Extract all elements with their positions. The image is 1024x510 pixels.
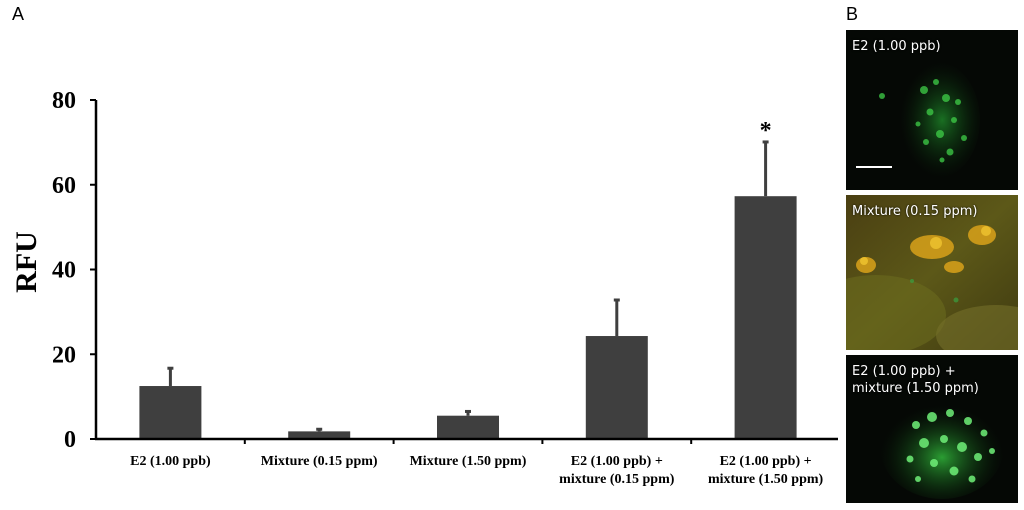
- x-tick-label: E2 (1.00 ppb): [130, 454, 211, 469]
- x-tick-label: E2 (1.00 ppb) + mixture (0.15 ppm): [559, 454, 675, 487]
- y-tick-label: 80: [52, 88, 76, 114]
- x-tick-label: Mixture (0.15 ppm): [261, 454, 378, 469]
- panel-a-letter: A: [12, 4, 25, 24]
- micrograph-e2-mixture-150-label: E2 (1.00 ppb) + mixture (1.50 ppm): [852, 364, 979, 396]
- x-tick-label: Mixture (1.50 ppm): [410, 454, 527, 469]
- y-tick-label: 20: [52, 342, 76, 368]
- bar: [734, 196, 797, 439]
- micrograph-e2-mixture-150-image: [846, 355, 1018, 503]
- micrograph-e2-image: [846, 30, 1018, 190]
- y-tick-label: 0: [64, 427, 76, 453]
- bar: [139, 386, 202, 439]
- micrograph-e2-mixture-150: E2 (1.00 ppb) + mixture (1.50 ppm): [846, 355, 1018, 503]
- micrograph-mixture-015-image: [846, 195, 1018, 350]
- scale-bar: [856, 166, 892, 168]
- y-tick-label: 40: [52, 258, 76, 284]
- micrograph-e2: E2 (1.00 ppb): [846, 30, 1018, 190]
- y-tick-label: 60: [52, 173, 76, 199]
- bar: [437, 415, 499, 439]
- micrograph-e2-label: E2 (1.00 ppb): [852, 39, 941, 54]
- x-tick-label: E2 (1.00 ppb) + mixture (1.50 ppm): [708, 454, 824, 487]
- panel-b-letter: B: [846, 4, 859, 24]
- micrograph-mixture-015-label: Mixture (0.15 ppm): [852, 204, 978, 219]
- bar: [585, 336, 648, 439]
- y-axis-label: RFU: [10, 231, 43, 293]
- bar-chart: 0 20 40 60 80 * E2 (1.00 ppb) Mixture (0.15 ppm…: [10, 88, 838, 487]
- micrograph-mixture-015: Mixture (0.15 ppm): [846, 195, 1018, 350]
- significance-marker: *: [760, 118, 772, 144]
- bar: [288, 431, 351, 439]
